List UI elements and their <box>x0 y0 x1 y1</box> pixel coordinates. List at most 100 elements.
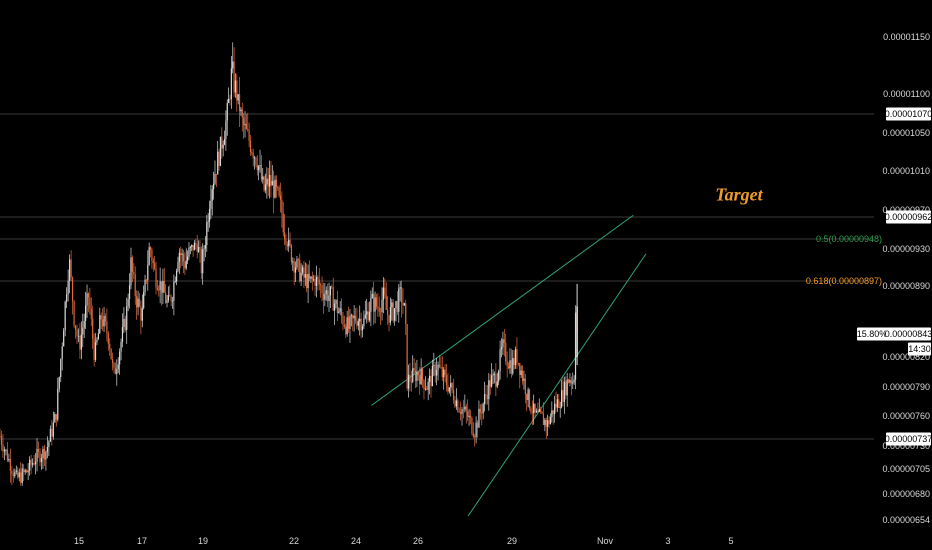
candle-body <box>96 339 98 343</box>
candle-body <box>271 180 273 186</box>
candle-body <box>43 448 46 460</box>
candle-body <box>307 273 309 289</box>
candle-body <box>226 102 228 121</box>
y-tick-label: 0.00000790 <box>882 382 930 392</box>
candle-body <box>363 318 365 327</box>
candle-body <box>533 403 535 414</box>
candle-body <box>313 279 315 281</box>
candle-body <box>381 299 383 312</box>
candle-body <box>60 359 62 378</box>
candle-body <box>214 174 216 184</box>
candle-body <box>99 315 101 334</box>
candle-body <box>395 301 397 309</box>
candle-body <box>478 408 480 428</box>
candle-body <box>253 157 256 159</box>
candle-body <box>100 315 102 320</box>
candle-body <box>378 307 380 312</box>
candle-body <box>154 263 156 269</box>
candle-body <box>279 195 282 200</box>
current-price-tag-text: 0.00000843 <box>885 329 932 339</box>
candle-body <box>232 61 234 69</box>
y-tick-label: 0.00000930 <box>882 244 930 254</box>
candle-body <box>52 422 54 437</box>
candle-body <box>534 403 536 413</box>
candle-body <box>208 208 211 222</box>
candle-body <box>245 123 247 129</box>
candle-body <box>433 365 435 367</box>
candle-body <box>342 315 344 325</box>
candle-body <box>23 468 25 473</box>
candle-body <box>465 406 467 412</box>
candle-body <box>294 267 297 273</box>
candle-body <box>70 259 72 278</box>
candle-body <box>398 288 400 312</box>
candle-body <box>481 412 483 414</box>
candle-body <box>366 311 368 315</box>
candle-body <box>39 451 41 463</box>
candle-body <box>234 80 237 93</box>
candle-body <box>388 315 390 323</box>
candles <box>0 42 578 486</box>
candle-body <box>228 98 230 103</box>
candle-body <box>334 303 336 311</box>
candle-body <box>236 80 238 101</box>
candle-body <box>472 433 474 437</box>
candle-body <box>204 245 207 249</box>
candle-body <box>311 276 313 280</box>
candle-body <box>434 365 436 376</box>
candle-body <box>399 287 401 289</box>
candle-body <box>127 299 129 307</box>
candle-body <box>471 417 473 434</box>
candle-body <box>130 257 132 286</box>
candle-body <box>315 276 318 286</box>
candle-body <box>211 189 213 201</box>
candle-body <box>147 264 149 281</box>
candle-body <box>17 470 19 478</box>
candle-body <box>289 239 291 246</box>
candle-body <box>370 297 372 312</box>
candle-body <box>229 98 231 100</box>
candle-body <box>321 285 323 294</box>
candle-body <box>462 409 465 411</box>
trendline[interactable] <box>467 253 647 517</box>
candle-body <box>206 222 208 246</box>
candle-body <box>402 302 404 306</box>
candle-body <box>148 247 150 265</box>
candle-body <box>521 370 524 381</box>
candle-body <box>322 293 325 300</box>
candle-body <box>156 287 159 290</box>
candle-body <box>296 259 298 268</box>
x-tick-label: 5 <box>728 536 733 546</box>
candle-body <box>566 379 568 396</box>
candle-body <box>83 320 85 328</box>
candle-body <box>486 395 489 400</box>
candle-body <box>448 387 450 392</box>
candle-body <box>535 410 538 413</box>
level-price-tag-box <box>886 107 931 121</box>
candle-body <box>58 377 60 389</box>
candle-body <box>452 389 455 401</box>
candle-body <box>544 419 546 425</box>
fib-level-label: 0.5(0.00000948) <box>816 234 882 244</box>
candle-body <box>430 375 432 387</box>
candle-body <box>443 369 445 378</box>
candle-body <box>488 380 490 400</box>
candle-body <box>576 306 578 357</box>
candle-body <box>29 459 31 471</box>
candle-body <box>419 375 421 385</box>
level-price-tag-text: 0.00001070 <box>885 109 932 119</box>
candle-body <box>320 284 322 286</box>
candle-body <box>89 297 91 309</box>
y-tick-label: 0.00000730 <box>882 441 930 451</box>
candle-body <box>131 257 133 272</box>
candle-body <box>412 368 414 383</box>
candle-body <box>0 436 3 445</box>
candle-body <box>377 306 379 308</box>
candle-body <box>103 315 105 327</box>
candle-body <box>392 302 394 321</box>
candle-body <box>256 164 258 171</box>
candle-body <box>79 335 81 350</box>
candle-body <box>77 335 80 337</box>
x-tick-label: 26 <box>413 536 423 546</box>
